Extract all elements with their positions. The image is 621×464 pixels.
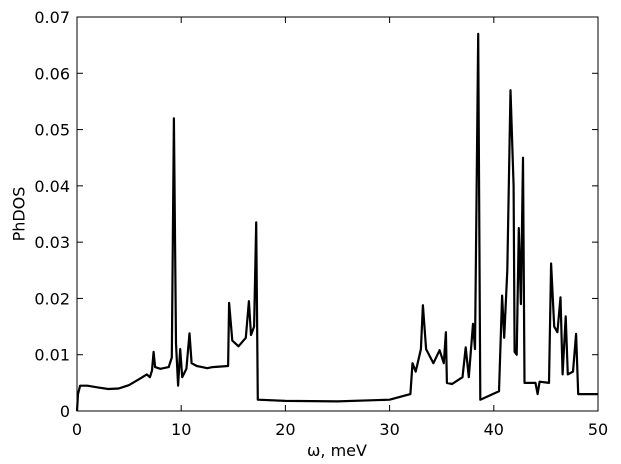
- y-tick-label: 0.07: [34, 8, 70, 27]
- x-axis-label: ω, meV: [307, 441, 367, 460]
- x-tick-label: 10: [171, 420, 191, 439]
- x-tick-label: 50: [588, 420, 608, 439]
- x-tick-label: 20: [275, 420, 295, 439]
- y-tick-label: 0.06: [34, 64, 70, 83]
- y-tick-label: 0.05: [34, 121, 70, 140]
- y-tick-label: 0.04: [34, 177, 70, 196]
- x-tick-label: 30: [379, 420, 399, 439]
- x-tick-label: 40: [484, 420, 504, 439]
- y-tick-label: 0.02: [34, 289, 70, 308]
- x-tick-label: 0: [72, 420, 82, 439]
- y-axis-label: PhDOS: [10, 187, 29, 242]
- plot-frame: [76, 16, 599, 412]
- y-tick-label: 0.01: [34, 346, 70, 365]
- y-tick-label: 0.03: [34, 233, 70, 252]
- y-tick-label: 0: [60, 402, 70, 421]
- data-line: [75, 32, 598, 412]
